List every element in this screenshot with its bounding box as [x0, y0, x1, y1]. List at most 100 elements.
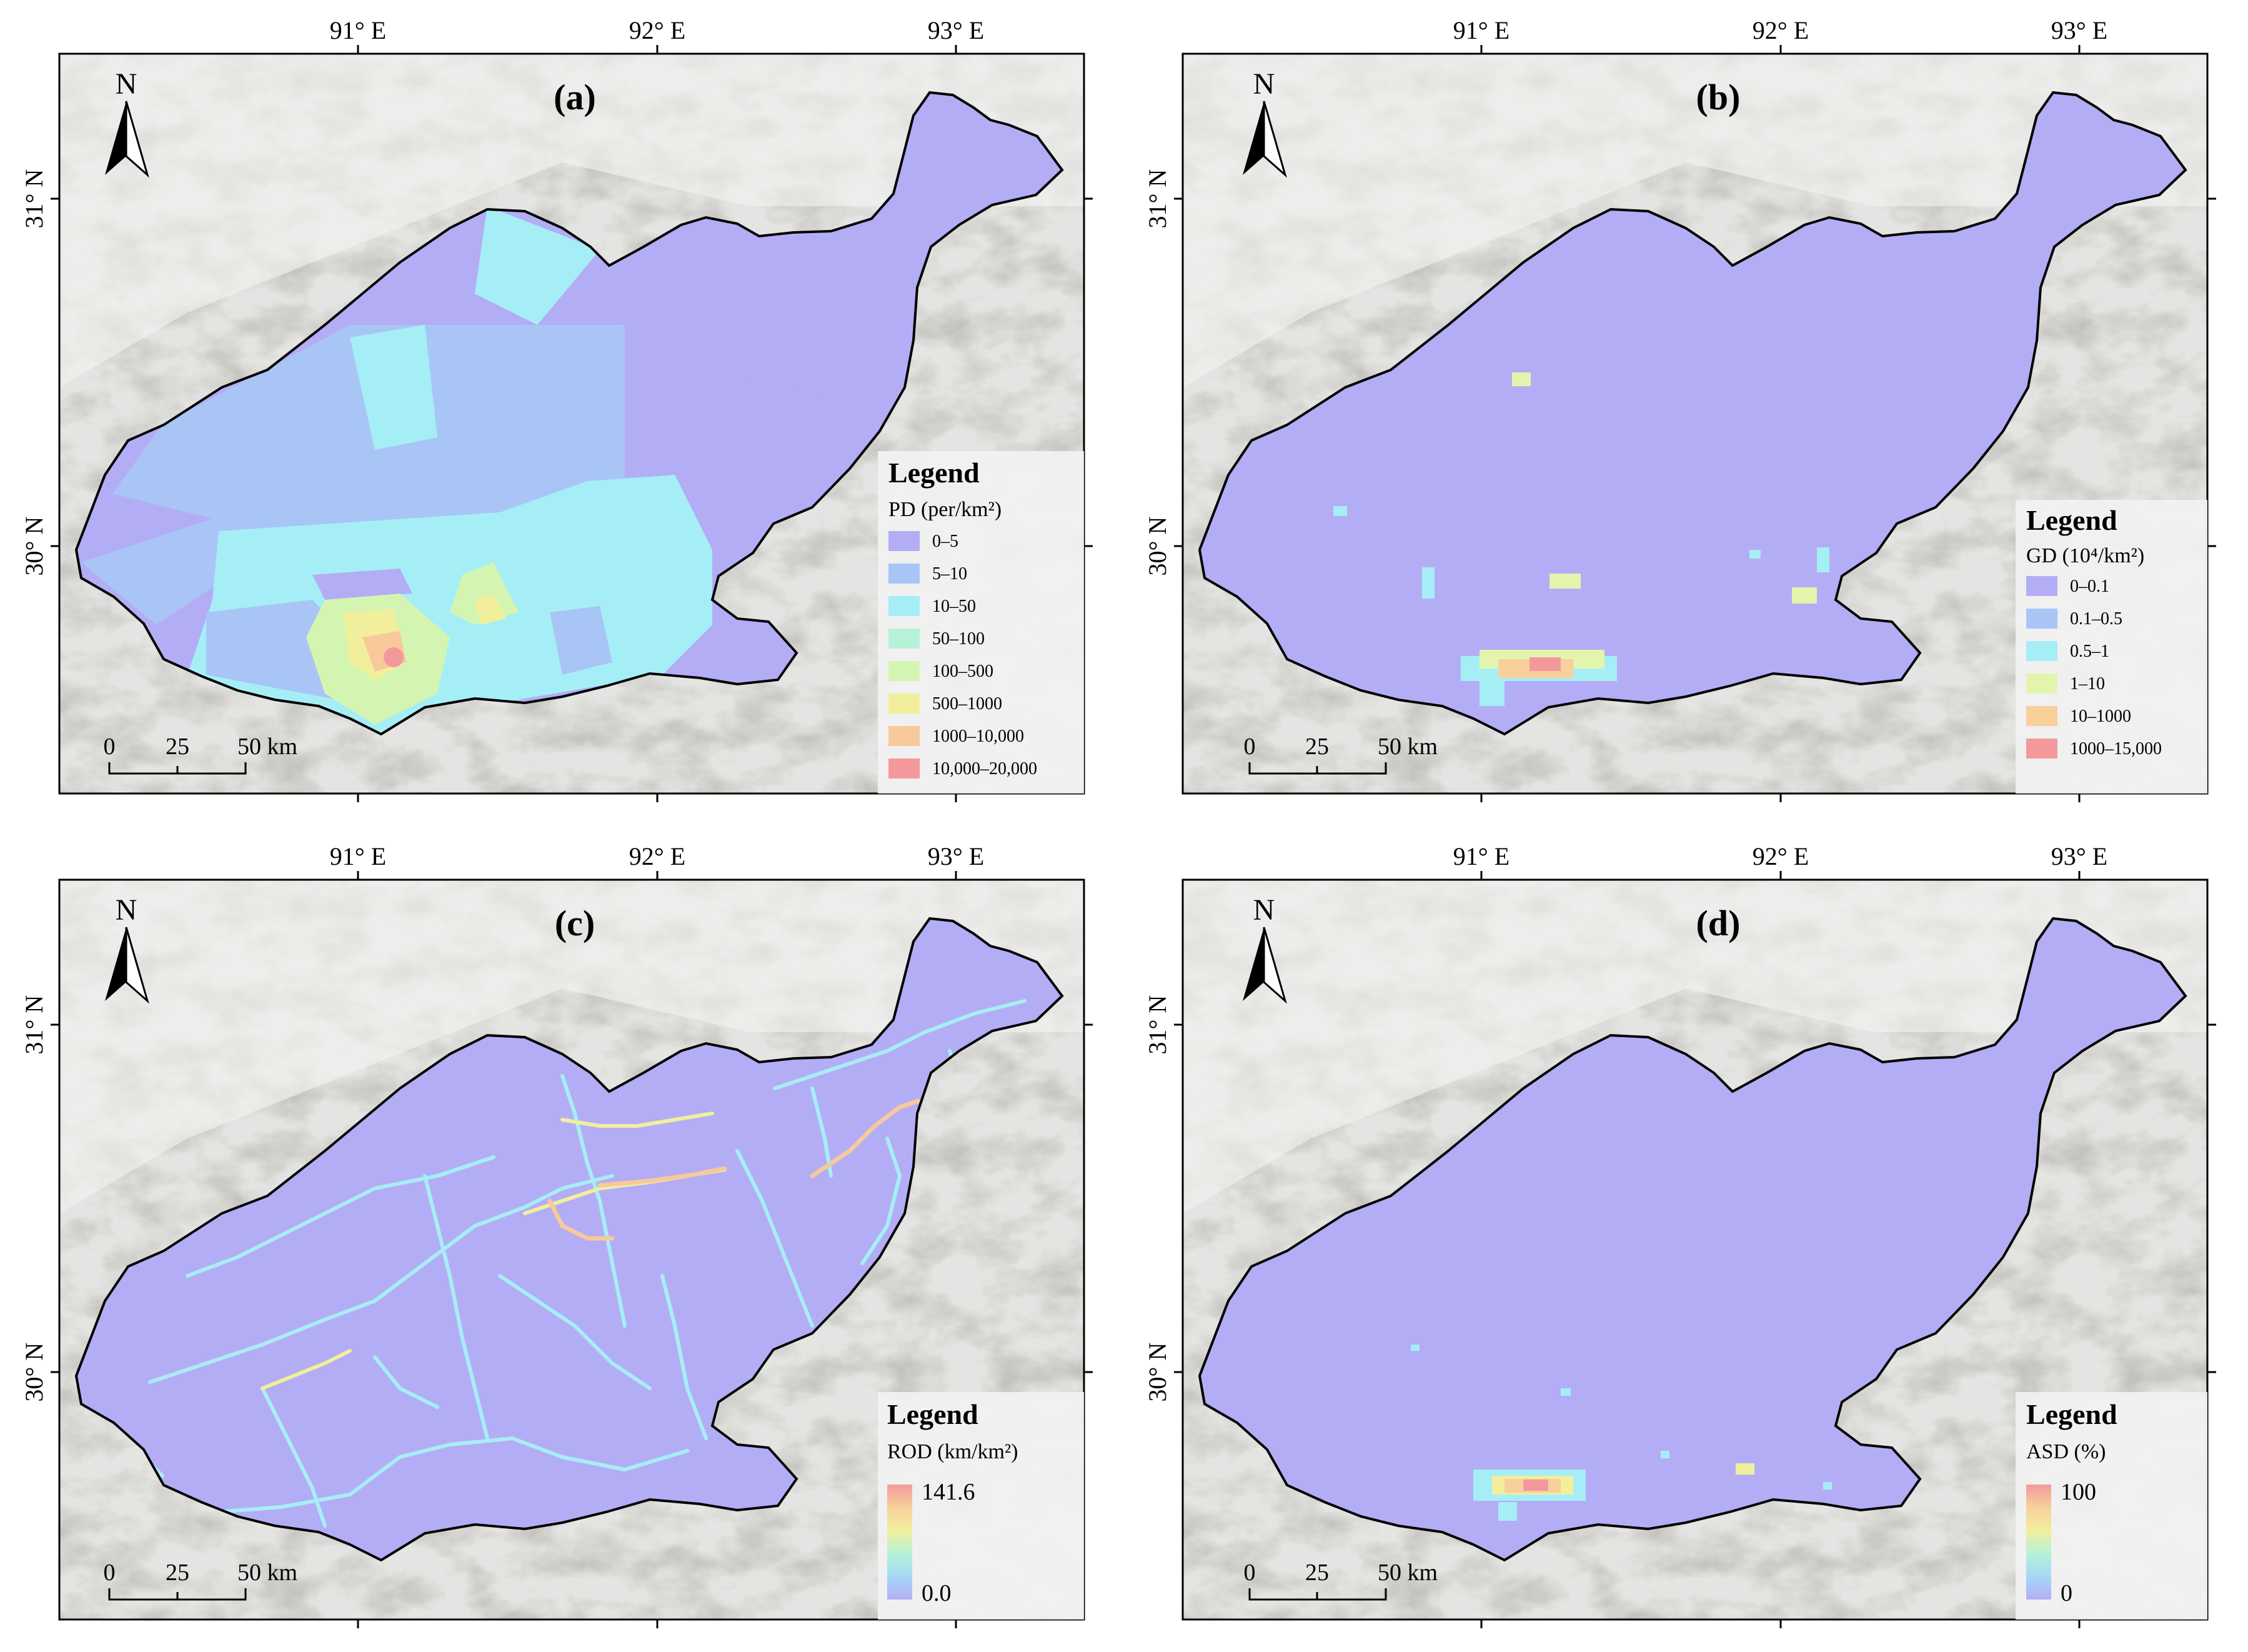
panel-d: 91° E 92° E 93° E 31° N 30° N (d) N 0 25…: [1123, 826, 2248, 1652]
north-arrow-icon: N: [105, 893, 149, 1004]
plateau-plain: [1183, 54, 2207, 387]
color-ramp: [2026, 1485, 2051, 1600]
legend-subtitle: ASD (%): [2026, 1440, 2106, 1463]
legend-class-label: 10,000–20,000: [932, 759, 1037, 779]
lon-tick-92: 92° E: [629, 842, 685, 870]
scale-bar: 0 25 50 km: [104, 1560, 297, 1601]
legend-swatch: [888, 661, 920, 681]
legend-class-label: 500–1000: [932, 694, 1002, 714]
scale-label-0: 0: [104, 734, 116, 760]
legend-swatch: [888, 596, 920, 616]
plateau-plain: [59, 54, 1084, 387]
scale-label-25: 25: [1305, 734, 1329, 760]
lon-tick-91: 91° E: [330, 842, 386, 870]
scale-label-50: 50 km: [237, 1560, 297, 1586]
panel-a: 91° E 92° E 93° E 31° N 30° N (a) N 0 25…: [0, 0, 1125, 826]
scale-label-25: 25: [1305, 1560, 1329, 1586]
legend: Legend GD (10⁴/km²) 0–0.1 0.1–0.5 0.5–1 1–1…: [2016, 500, 2207, 794]
gd-hotspots: [1333, 372, 1829, 706]
legend-subtitle: ROD (km/km²): [887, 1440, 1018, 1463]
ramp-min-label: 0: [2061, 1580, 2072, 1606]
legend-subtitle: PD (per/km²): [888, 498, 1002, 521]
map-d: 91° E 92° E 93° E 31° N 30° N (d) N 0 25…: [1143, 842, 2216, 1628]
legend-class-label: 0.5–1: [2070, 642, 2109, 661]
north-label: N: [1253, 893, 1275, 927]
lat-tick-31: 31° N: [1143, 995, 1171, 1055]
legend-swatch: [2026, 576, 2057, 596]
legend-subtitle: GD (10⁴/km²): [2026, 544, 2144, 567]
asd-hotspots: [1411, 1345, 1832, 1521]
lon-tick-93: 93° E: [928, 16, 984, 44]
map-b: 91° E 92° E 93° E 31° N 30° N (b) N 0 25…: [1143, 16, 2216, 802]
lat-tick-31: 31° N: [20, 995, 48, 1055]
map-frame: [1181, 878, 2209, 1621]
legend-swatch: [888, 531, 920, 551]
north-arrow-icon: N: [1243, 893, 1287, 1004]
north-label: N: [116, 893, 137, 927]
north-arrow-icon: N: [1243, 67, 1287, 178]
legend-class-label: 0–0.1: [2070, 577, 2109, 596]
legend-class-label: 10–1000: [2070, 707, 2131, 726]
lon-tick-93: 93° E: [928, 842, 984, 870]
color-ramp: [887, 1485, 912, 1600]
north-arrow-icon: N: [105, 67, 149, 178]
panel-c: 91° E 92° E 93° E 31° N 30° N (c) N 0 25…: [0, 826, 1125, 1652]
lon-tick-92: 92° E: [1753, 842, 1809, 870]
legend-swatch: [888, 759, 920, 779]
map-frame: [58, 52, 1085, 795]
scale-label-25: 25: [166, 734, 189, 760]
scale-bar: 0 25 50 km: [104, 734, 297, 775]
lat-tick-30: 30° N: [1143, 517, 1171, 576]
panel-letter: (a): [554, 77, 596, 117]
pd-zones: [81, 206, 887, 734]
ramp-max-label: 141.6: [922, 1479, 975, 1505]
legend: Legend PD (per/km²) 0–5 5–10 10–50 50–100 10…: [878, 451, 1084, 794]
scale-label-0: 0: [104, 1560, 116, 1586]
panel-letter: (d): [1696, 903, 1741, 943]
map-c: 91° E 92° E 93° E 31° N 30° N (c) N 0 25…: [20, 842, 1093, 1628]
north-label: N: [116, 67, 137, 101]
scale-bar: 0 25 50 km: [1244, 734, 1438, 775]
legend-class-label: 1000–15,000: [2070, 739, 2162, 759]
legend-swatch: [888, 629, 920, 649]
plateau-plain: [59, 880, 1084, 1213]
legend-class-label: 1–10: [2070, 674, 2105, 694]
north-label: N: [1253, 67, 1275, 101]
scale-label-0: 0: [1244, 734, 1256, 760]
legend-class-label: 10–50: [932, 597, 976, 616]
legend-swatch: [888, 694, 920, 714]
scale-label-50: 50 km: [1378, 734, 1438, 760]
lon-tick-93: 93° E: [2051, 842, 2107, 870]
legend-swatch: [2026, 706, 2057, 726]
lat-tick-30: 30° N: [20, 1343, 48, 1402]
legend-swatch: [2026, 739, 2057, 759]
ramp-min-label: 0.0: [922, 1580, 952, 1606]
legend-swatch: [2026, 674, 2057, 694]
scale-label-50: 50 km: [1378, 1560, 1438, 1586]
lat-tick-31: 31° N: [1143, 169, 1171, 229]
lon-tick-92: 92° E: [1753, 16, 1809, 44]
lon-tick-93: 93° E: [2051, 16, 2107, 44]
legend: Legend ROD (km/km²) 141.6 0.0: [878, 1392, 1084, 1620]
scale-bar: 0 25 50 km: [1244, 1560, 1438, 1601]
map-a: 91° E 92° E 93° E 31° N 30° N (a) N 0 25…: [20, 16, 1093, 802]
plateau-plain: [1183, 880, 2207, 1213]
graticule-ticks: [1174, 871, 2216, 1628]
legend-class-label: 0.1–0.5: [2070, 609, 2122, 629]
map-frame: [1181, 52, 2209, 795]
lon-tick-92: 92° E: [629, 16, 685, 44]
legend-swatch: [888, 726, 920, 746]
lon-tick-91: 91° E: [1453, 16, 1509, 44]
legend: Legend ASD (%) 100 0: [2016, 1392, 2207, 1620]
lat-tick-30: 30° N: [20, 517, 48, 576]
legend-class-label: 5–10: [932, 564, 967, 584]
lat-tick-30: 30° N: [1143, 1343, 1171, 1402]
legend-title: Legend: [2026, 1398, 2117, 1430]
legend-class-label: 50–100: [932, 629, 985, 649]
panel-b: 91° E 92° E 93° E 31° N 30° N (b) N 0 25…: [1123, 0, 2248, 826]
panel-letter: (c): [555, 903, 595, 943]
ramp-max-label: 100: [2061, 1479, 2096, 1505]
lon-tick-91: 91° E: [330, 16, 386, 44]
legend-swatch: [888, 564, 920, 584]
scale-label-0: 0: [1244, 1560, 1256, 1586]
